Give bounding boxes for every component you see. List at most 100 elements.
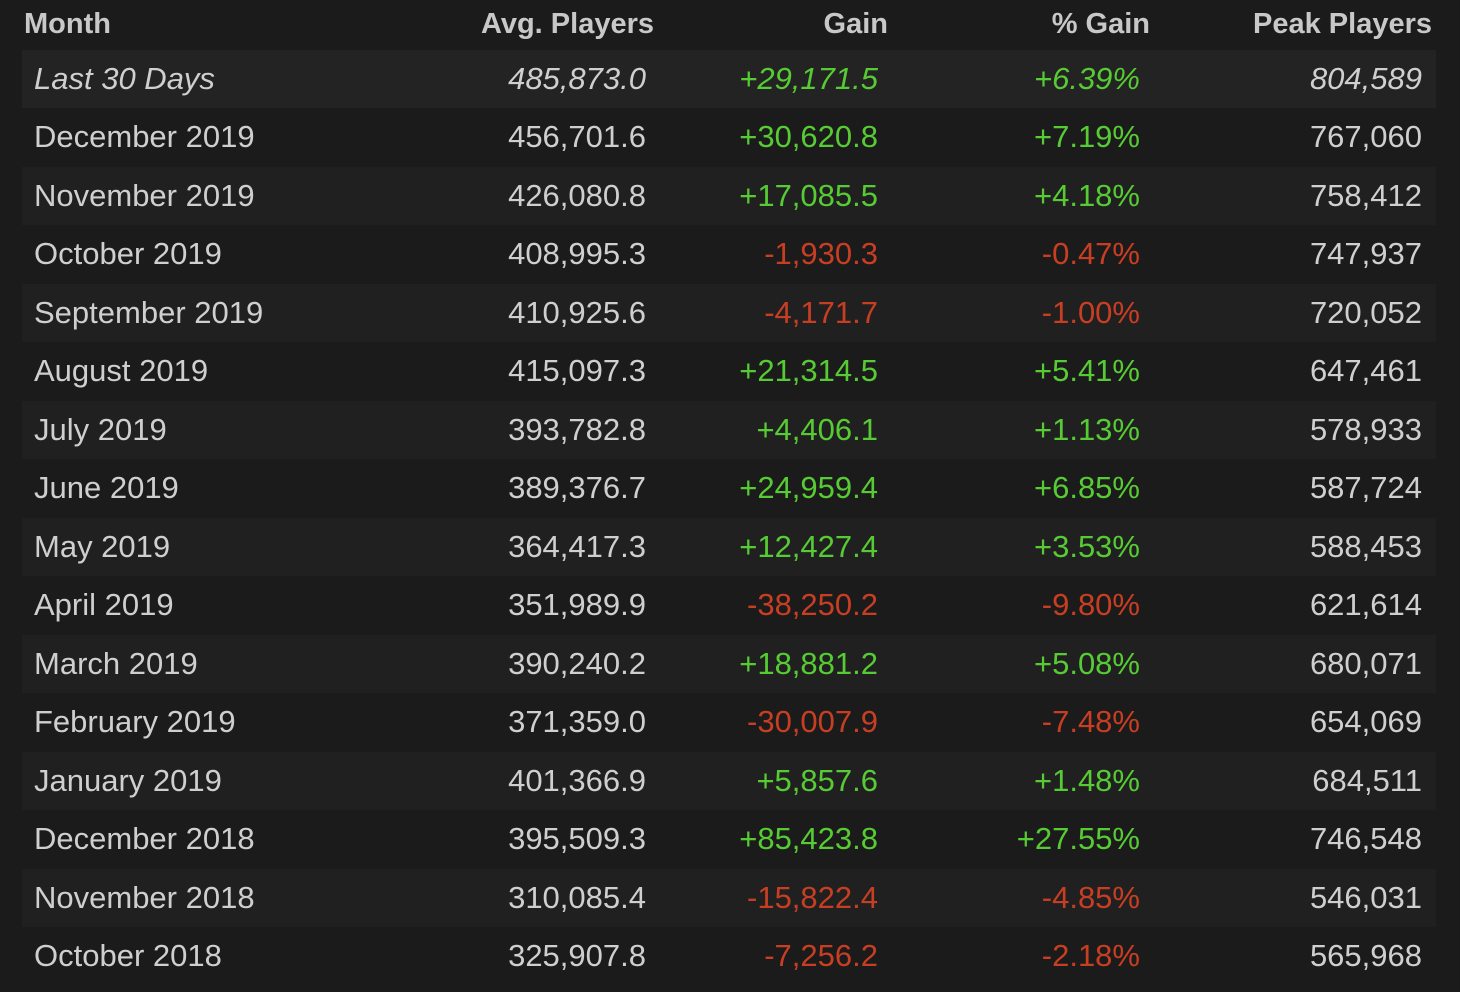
cell-gain: +24,959.4: [739, 470, 878, 506]
cell-peak-players: 680,071: [1309, 645, 1422, 681]
cell-peak-players: 587,724: [1309, 470, 1422, 506]
table-header: Month Avg. Players Gain % Gain Peak Play…: [22, 0, 1436, 50]
header-pct-gain[interactable]: % Gain: [1051, 8, 1150, 40]
table-row: August 2019 415,097.3 +21,314.5 +5.41% 647,4…: [22, 342, 1436, 401]
cell-month: August 2019: [34, 353, 209, 389]
cell-peak-players: 578,933: [1309, 411, 1422, 447]
cell-gain: +5,857.6: [756, 762, 878, 798]
cell-month: April 2019: [34, 587, 174, 623]
cell-gain: +85,423.8: [739, 821, 878, 857]
player-stats-table: Month Avg. Players Gain % Gain Peak Play…: [22, 0, 1436, 986]
cell-gain: +12,427.4: [739, 528, 878, 564]
cell-month: November 2019: [34, 177, 255, 213]
cell-month: November 2018: [34, 879, 255, 915]
cell-pct-gain: +4.18%: [1033, 177, 1140, 213]
cell-gain: +17,085.5: [739, 177, 878, 213]
table-row: December 2019 456,701.6 +30,620.8 +7.19% 767…: [22, 108, 1436, 167]
cell-pct-gain: +6.85%: [1033, 470, 1140, 506]
cell-pct-gain: +6.39%: [1033, 61, 1140, 96]
header-month[interactable]: Month: [24, 8, 111, 40]
table-row: July 2019 393,782.8 +4,406.1 +1.13% 578,933: [22, 400, 1436, 459]
cell-avg-players: 389,376.7: [508, 470, 646, 506]
cell-peak-players: 758,412: [1309, 177, 1422, 213]
cell-pct-gain: +1.13%: [1033, 411, 1140, 447]
cell-pct-gain: -0.47%: [1041, 236, 1140, 272]
table-row: April 2019 351,989.9 -38,250.2 -9.80% 621,61…: [22, 576, 1436, 635]
header-avg-players[interactable]: Avg. Players: [480, 8, 654, 40]
cell-avg-players: 393,782.8: [508, 411, 646, 447]
cell-peak-players: 747,937: [1309, 236, 1422, 272]
cell-peak-players: 684,511: [1312, 762, 1422, 798]
table-row: February 2019 371,359.0 -30,007.9 -7.48% 654…: [22, 693, 1436, 752]
cell-pct-gain: +5.08%: [1033, 645, 1140, 681]
table-body: Last 30 Days 485,873.0 +29,171.5 +6.39% 804,…: [22, 50, 1436, 986]
cell-avg-players: 310,085.4: [508, 879, 646, 915]
cell-peak-players: 647,461: [1309, 353, 1422, 389]
table-row: March 2019 390,240.2 +18,881.2 +5.08% 680,07…: [22, 634, 1436, 693]
header-gain[interactable]: Gain: [823, 8, 888, 40]
cell-avg-players: 410,925.6: [508, 294, 646, 330]
cell-month: October 2019: [34, 236, 222, 272]
header-peak-players[interactable]: Peak Players: [1253, 8, 1432, 40]
cell-pct-gain: -4.85%: [1041, 879, 1140, 915]
table-row: January 2019 401,366.9 +5,857.6 +1.48% 684,5…: [22, 751, 1436, 810]
cell-gain: +30,620.8: [739, 119, 878, 155]
cell-pct-gain: -9.80%: [1041, 587, 1140, 623]
cell-month: December 2018: [34, 821, 255, 857]
cell-gain: +18,881.2: [739, 645, 878, 681]
cell-peak-players: 767,060: [1309, 119, 1422, 155]
cell-avg-players: 415,097.3: [508, 353, 646, 389]
cell-avg-players: 351,989.9: [508, 587, 646, 623]
table-row: November 2018 310,085.4 -15,822.4 -4.85% 546…: [22, 868, 1436, 927]
cell-pct-gain: +5.41%: [1033, 353, 1140, 389]
cell-peak-players: 654,069: [1309, 704, 1422, 740]
cell-month: March 2019: [34, 645, 198, 681]
cell-pct-gain: +3.53%: [1033, 528, 1140, 564]
cell-month: Last 30 Days: [34, 61, 215, 96]
cell-peak-players: 746,548: [1309, 821, 1422, 857]
cell-pct-gain: -2.18%: [1041, 938, 1140, 974]
cell-peak-players: 621,614: [1309, 587, 1422, 623]
cell-avg-players: 426,080.8: [508, 177, 646, 213]
cell-month: January 2019: [34, 762, 222, 798]
cell-pct-gain: +1.48%: [1033, 762, 1140, 798]
cell-pct-gain: -1.00%: [1041, 294, 1140, 330]
cell-avg-players: 401,366.9: [508, 762, 646, 798]
cell-peak-players: 804,589: [1309, 61, 1422, 96]
cell-gain: -1,930.3: [764, 236, 878, 272]
cell-avg-players: 456,701.6: [508, 119, 646, 155]
cell-gain: -15,822.4: [747, 879, 878, 915]
table-row: November 2019 426,080.8 +17,085.5 +4.18% 758…: [22, 166, 1436, 225]
cell-gain: -30,007.9: [747, 704, 878, 740]
cell-month: December 2019: [34, 119, 255, 155]
cell-month: October 2018: [34, 938, 222, 974]
cell-gain: +4,406.1: [756, 411, 878, 447]
cell-pct-gain: +7.19%: [1033, 119, 1140, 155]
cell-avg-players: 485,873.0: [508, 61, 646, 96]
cell-gain: -4,171.7: [764, 294, 878, 330]
table-row: September 2019 410,925.6 -4,171.7 -1.00% 720…: [22, 283, 1436, 342]
table-row: October 2018 325,907.8 -7,256.2 -2.18% 565,9…: [22, 927, 1436, 986]
table-row: May 2019 364,417.3 +12,427.4 +3.53% 588,453: [22, 517, 1436, 576]
cell-month: June 2019: [34, 470, 179, 506]
cell-month: February 2019: [34, 704, 236, 740]
cell-avg-players: 325,907.8: [508, 938, 646, 974]
cell-month: September 2019: [34, 294, 264, 330]
cell-month: July 2019: [34, 411, 167, 447]
cell-avg-players: 390,240.2: [508, 645, 646, 681]
cell-peak-players: 565,968: [1309, 938, 1422, 974]
cell-avg-players: 364,417.3: [508, 528, 646, 564]
table-row: June 2019 389,376.7 +24,959.4 +6.85% 587,724: [22, 459, 1436, 518]
cell-peak-players: 588,453: [1309, 528, 1422, 564]
cell-gain: -7,256.2: [764, 938, 878, 974]
cell-gain: +29,171.5: [739, 61, 878, 96]
cell-avg-players: 395,509.3: [508, 821, 646, 857]
cell-gain: +21,314.5: [739, 353, 878, 389]
cell-avg-players: 371,359.0: [508, 704, 646, 740]
table-row: October 2019 408,995.3 -1,930.3 -0.47% 747,9…: [22, 225, 1436, 284]
cell-month: May 2019: [34, 528, 171, 564]
cell-peak-players: 546,031: [1309, 879, 1422, 915]
table-row: Last 30 Days 485,873.0 +29,171.5 +6.39% 804,…: [22, 50, 1436, 108]
table-row: December 2018 395,509.3 +85,423.8 +27.55% 74…: [22, 810, 1436, 869]
cell-gain: -38,250.2: [747, 587, 878, 623]
